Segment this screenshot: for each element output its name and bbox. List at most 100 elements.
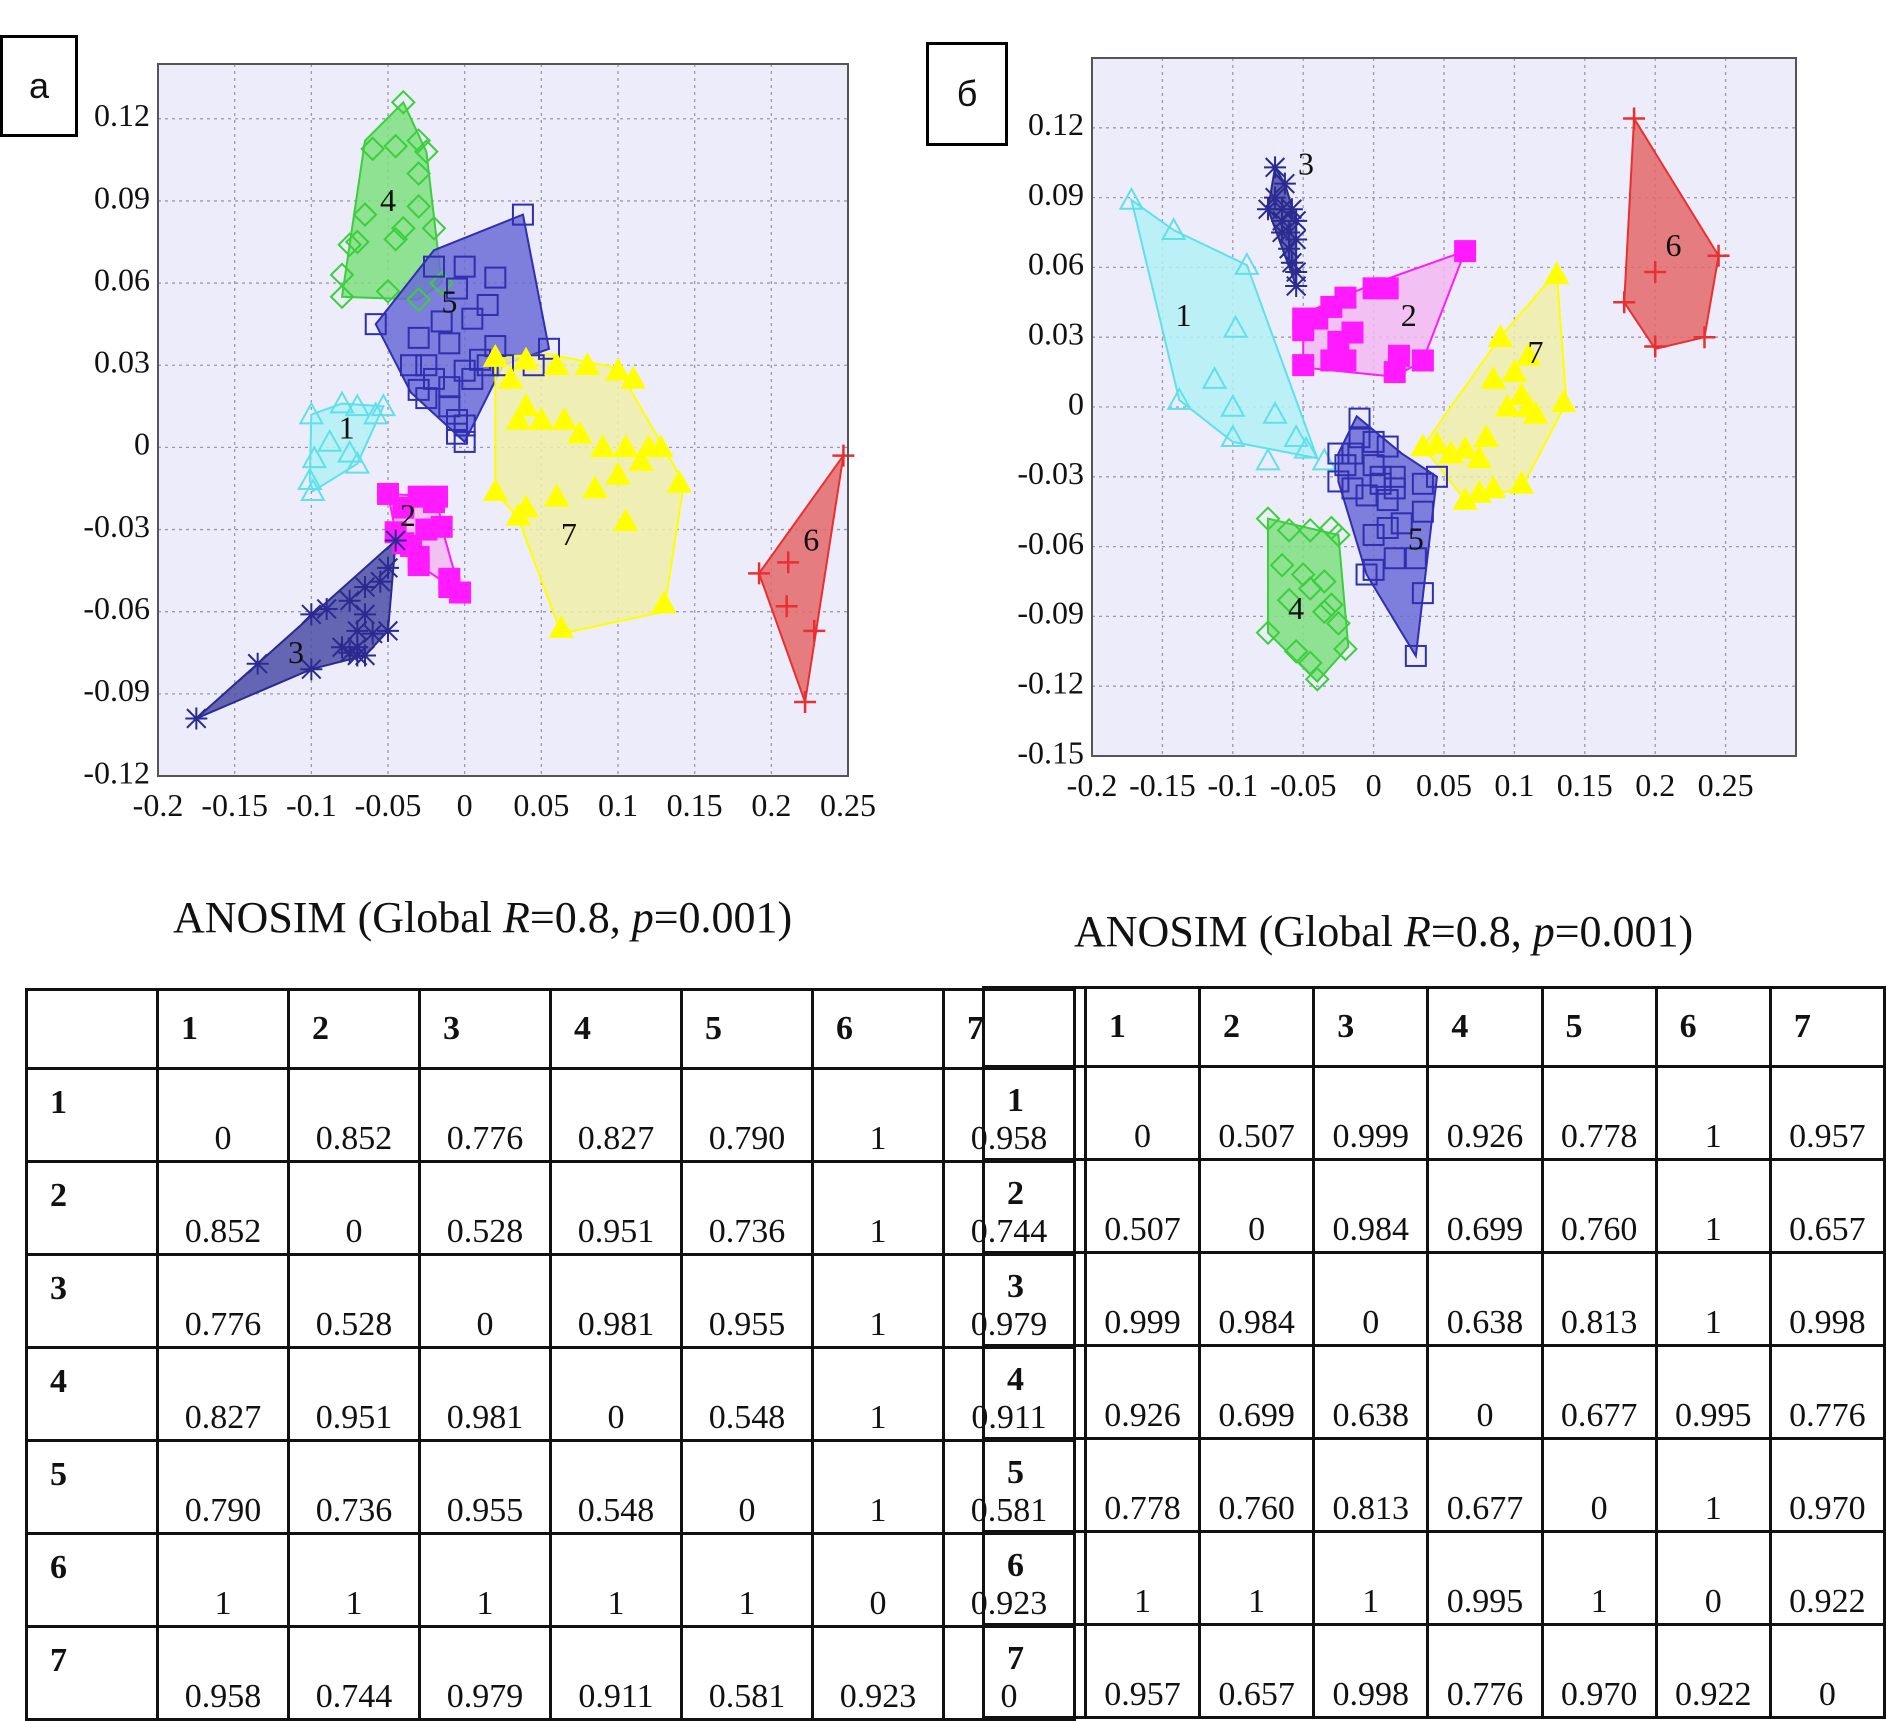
group-label-1: 1 — [1176, 297, 1192, 333]
y-tick-label: 0.06 — [94, 261, 150, 297]
data-point-group-6 — [794, 691, 817, 714]
group-label-2: 2 — [1401, 297, 1417, 333]
data-point-group-7 — [1508, 470, 1535, 494]
data-point-group-6 — [832, 444, 855, 467]
data-point-group-5 — [1355, 484, 1378, 507]
table-cell: 0.955 — [418, 1439, 552, 1535]
data-point-group-3 — [384, 529, 407, 552]
table-cell: 0.984 — [1312, 1158, 1430, 1254]
x-tick-label: 0.1 — [598, 787, 638, 823]
data-point-group-5 — [407, 326, 430, 349]
table-row: 1 0 0.507 0.999 0.926 0.778 1 0.957 — [982, 1065, 1886, 1161]
data-point-group-4 — [1276, 517, 1302, 543]
table-cell: 0.951 — [287, 1346, 421, 1442]
table-cell: 0.923 — [811, 1625, 945, 1721]
column-header: 6 — [811, 988, 945, 1070]
row-header: 1 — [982, 1065, 1087, 1161]
data-point-group-7 — [620, 365, 647, 389]
x-tick-label: 0.25 — [1698, 767, 1754, 803]
table-cell: 1 — [418, 1532, 552, 1628]
data-point-group-7 — [1487, 324, 1514, 347]
table-corner — [25, 988, 159, 1070]
data-point-group-4 — [390, 215, 416, 241]
data-point-group-7 — [482, 478, 509, 501]
x-tick-label: 0.1 — [1494, 767, 1534, 803]
y-tick-label: 0.06 — [1028, 246, 1084, 282]
data-point-group-5 — [476, 293, 499, 316]
table-cell: 0.657 — [1198, 1623, 1316, 1719]
table-cell: 0.998 — [1312, 1623, 1430, 1719]
table-row: 3 0.999 0.984 0 0.638 0.813 1 0.998 — [982, 1251, 1886, 1347]
data-point-group-5 — [538, 337, 560, 360]
data-point-group-1 — [301, 445, 328, 469]
data-point-group-4 — [360, 136, 386, 162]
data-point-group-3 — [300, 603, 323, 626]
x-tick-label: -0.2 — [133, 787, 184, 823]
points-group-1 — [297, 390, 397, 501]
column-header: 5 — [1540, 986, 1658, 1068]
data-point-group-6 — [1623, 107, 1646, 130]
group-label-2: 2 — [400, 497, 416, 533]
data-point-group-6 — [1644, 261, 1667, 284]
table-cell: 1 — [1654, 1437, 1772, 1533]
data-point-group-5 — [1376, 489, 1399, 512]
x-tick-label: 0.25 — [820, 787, 876, 823]
anosim-table-b: 1 2 3 4 5 6 7 1 0 0.507 0.999 0.926 0.778 1 0.957 2 0.50… — [982, 986, 1886, 1719]
data-point-group-4 — [352, 202, 378, 228]
table-cell: 0.958 — [156, 1625, 290, 1721]
x-tick-label: 0.15 — [667, 787, 723, 823]
table-cell: 0.979 — [418, 1625, 552, 1721]
table-cell: 1 — [1312, 1530, 1430, 1626]
data-point-group-3 — [354, 576, 376, 599]
anosim-title-a: ANOSIM (Global R=0.8, p=0.001) — [173, 893, 793, 942]
row-header: 3 — [982, 1251, 1087, 1347]
data-point-group-6 — [1707, 244, 1730, 267]
data-point-group-6 — [775, 595, 798, 618]
data-point-group-5 — [1376, 435, 1399, 458]
x-tick-label: 0.05 — [1416, 767, 1472, 803]
data-point-group-2 — [1327, 330, 1350, 353]
data-point-group-6 — [803, 619, 826, 642]
data-point-group-3 — [1280, 198, 1303, 221]
data-point-group-2 — [415, 518, 438, 541]
table-cell: 0.528 — [287, 1253, 421, 1349]
data-point-group-3 — [1264, 156, 1287, 179]
data-point-group-7 — [1501, 359, 1528, 382]
column-header: 7 — [1768, 986, 1886, 1068]
y-tick-label: -0.12 — [1017, 665, 1084, 701]
data-point-group-7 — [589, 434, 616, 458]
table-cell: 1 — [549, 1532, 683, 1628]
data-point-group-2 — [1376, 277, 1399, 300]
data-point-group-1 — [370, 393, 397, 417]
data-point-group-3 — [377, 556, 399, 579]
points-group-7 — [482, 343, 693, 638]
data-point-group-5 — [1362, 558, 1385, 581]
group-label-7: 7 — [1528, 334, 1544, 370]
points-group-2 — [1292, 240, 1477, 384]
table-cell: 0 — [287, 1160, 421, 1256]
data-point-group-3 — [300, 658, 323, 681]
data-point-group-1 — [298, 401, 325, 425]
table-cell: 0.548 — [549, 1439, 683, 1535]
data-point-group-6 — [1613, 291, 1636, 314]
table-cell: 0.760 — [1540, 1158, 1658, 1254]
x-tick-label: 0.2 — [1635, 767, 1675, 803]
data-point-group-6 — [777, 551, 800, 574]
data-point-group-5 — [1341, 477, 1364, 500]
group-label-1: 1 — [339, 409, 355, 445]
y-tick-label: -0.09 — [83, 672, 150, 708]
data-point-group-2 — [407, 554, 430, 577]
data-point-group-5 — [484, 266, 507, 289]
table-cell: 1 — [1540, 1530, 1658, 1626]
points-group-2 — [377, 482, 472, 604]
data-point-group-5 — [461, 367, 484, 390]
data-point-group-2 — [438, 576, 461, 599]
data-point-group-1 — [1311, 447, 1338, 471]
data-point-group-5 — [415, 387, 438, 410]
table-cell: 1 — [1654, 1251, 1772, 1347]
table-cell: 0 — [1540, 1437, 1658, 1533]
data-point-group-7 — [1424, 431, 1450, 455]
group-label-5: 5 — [441, 283, 457, 319]
data-point-group-4 — [1269, 552, 1295, 578]
